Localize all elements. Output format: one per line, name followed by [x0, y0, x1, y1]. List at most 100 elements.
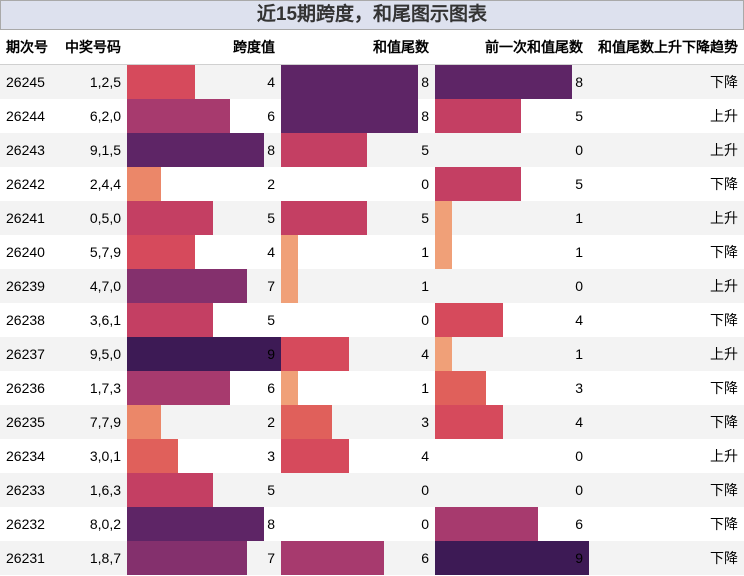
span-cell: 6	[127, 99, 281, 133]
prev-tail-value: 9	[575, 550, 583, 566]
span-bar	[127, 201, 213, 235]
numbers-cell: 0,5,0	[59, 201, 127, 235]
tail-cell: 0	[281, 167, 435, 201]
span-bar	[127, 235, 195, 269]
numbers-cell: 4,7,0	[59, 269, 127, 303]
tail-value: 0	[421, 482, 429, 498]
header-span: 跨度值	[127, 30, 281, 65]
trend-cell: 下降	[589, 64, 744, 99]
trend-cell: 下降	[589, 473, 744, 507]
tail-value: 0	[421, 176, 429, 192]
span-value: 6	[267, 108, 275, 124]
table-row: 26242 2,4,4 2 0 5 下降	[0, 167, 744, 201]
span-cell: 6	[127, 371, 281, 405]
span-bar	[127, 133, 264, 167]
prev-tail-value: 0	[575, 448, 583, 464]
numbers-cell: 6,2,0	[59, 99, 127, 133]
table-row: 26241 0,5,0 5 5 1 上升	[0, 201, 744, 235]
table-row: 26238 3,6,1 5 0 4 下降	[0, 303, 744, 337]
span-value: 6	[267, 380, 275, 396]
prev-tail-bar	[435, 99, 521, 133]
tail-cell: 4	[281, 439, 435, 473]
table-row: 26234 3,0,1 3 4 0 上升	[0, 439, 744, 473]
issue-cell: 26237	[0, 337, 59, 371]
span-cell: 4	[127, 235, 281, 269]
header-tail: 和值尾数	[281, 30, 435, 65]
page-title: 近15期跨度，和尾图示图表	[0, 0, 744, 30]
table-row: 26240 5,7,9 4 1 1 下降	[0, 235, 744, 269]
numbers-cell: 9,5,0	[59, 337, 127, 371]
span-cell: 4	[127, 64, 281, 99]
tail-cell: 5	[281, 133, 435, 167]
tail-value: 3	[421, 414, 429, 430]
table-row: 26236 1,7,3 6 1 3 下降	[0, 371, 744, 405]
prev-tail-value: 5	[575, 176, 583, 192]
tail-cell: 0	[281, 473, 435, 507]
issue-cell: 26244	[0, 99, 59, 133]
numbers-cell: 9,1,5	[59, 133, 127, 167]
span-cell: 8	[127, 507, 281, 541]
prev-tail-value: 1	[575, 244, 583, 260]
table-row: 26232 8,0,2 8 0 6 下降	[0, 507, 744, 541]
span-cell: 3	[127, 439, 281, 473]
tail-bar	[281, 269, 298, 303]
tail-value: 1	[421, 244, 429, 260]
tail-value: 1	[421, 278, 429, 294]
trend-cell: 上升	[589, 133, 744, 167]
prev-tail-bar	[435, 235, 452, 269]
issue-cell: 26234	[0, 439, 59, 473]
table-row: 26231 1,8,7 7 6 9 下降	[0, 541, 744, 575]
tail-value: 4	[421, 346, 429, 362]
header-trend: 和值尾数上升下降趋势	[589, 30, 744, 65]
tail-cell: 3	[281, 405, 435, 439]
span-bar	[127, 269, 247, 303]
tail-value: 1	[421, 380, 429, 396]
trend-cell: 上升	[589, 337, 744, 371]
prev-tail-value: 4	[575, 312, 583, 328]
tail-bar	[281, 99, 418, 133]
span-cell: 7	[127, 541, 281, 575]
header-numbers: 中奖号码	[59, 30, 127, 65]
tail-value: 5	[421, 142, 429, 158]
prev-tail-value: 1	[575, 210, 583, 226]
table-row: 26239 4,7,0 7 1 0 上升	[0, 269, 744, 303]
tail-value: 6	[421, 550, 429, 566]
numbers-cell: 1,2,5	[59, 64, 127, 99]
prev-tail-bar	[435, 337, 452, 371]
prev-tail-cell: 6	[435, 507, 589, 541]
trend-cell: 下降	[589, 405, 744, 439]
tail-value: 8	[421, 74, 429, 90]
trend-cell: 下降	[589, 303, 744, 337]
tail-bar	[281, 201, 367, 235]
span-bar	[127, 337, 281, 371]
tail-value: 0	[421, 516, 429, 532]
issue-cell: 26236	[0, 371, 59, 405]
span-value: 8	[267, 142, 275, 158]
tail-cell: 6	[281, 541, 435, 575]
numbers-cell: 7,7,9	[59, 405, 127, 439]
table-row: 26235 7,7,9 2 3 4 下降	[0, 405, 744, 439]
span-cell: 7	[127, 269, 281, 303]
trend-cell: 下降	[589, 541, 744, 575]
prev-tail-bar	[435, 541, 589, 575]
table-row: 26243 9,1,5 8 5 0 上升	[0, 133, 744, 167]
tail-bar	[281, 439, 349, 473]
prev-tail-value: 5	[575, 108, 583, 124]
span-bar	[127, 439, 178, 473]
tail-bar	[281, 371, 298, 405]
tail-value: 5	[421, 210, 429, 226]
span-cell: 5	[127, 473, 281, 507]
numbers-cell: 1,7,3	[59, 371, 127, 405]
span-bar	[127, 65, 195, 99]
prev-tail-cell: 1	[435, 201, 589, 235]
tail-bar	[281, 405, 332, 439]
tail-value: 8	[421, 108, 429, 124]
span-value: 8	[267, 516, 275, 532]
span-bar	[127, 473, 213, 507]
table-row: 26245 1,2,5 4 8 8 下降	[0, 64, 744, 99]
issue-cell: 26242	[0, 167, 59, 201]
header-issue: 期次号	[0, 30, 59, 65]
tail-value: 4	[421, 448, 429, 464]
numbers-cell: 1,6,3	[59, 473, 127, 507]
